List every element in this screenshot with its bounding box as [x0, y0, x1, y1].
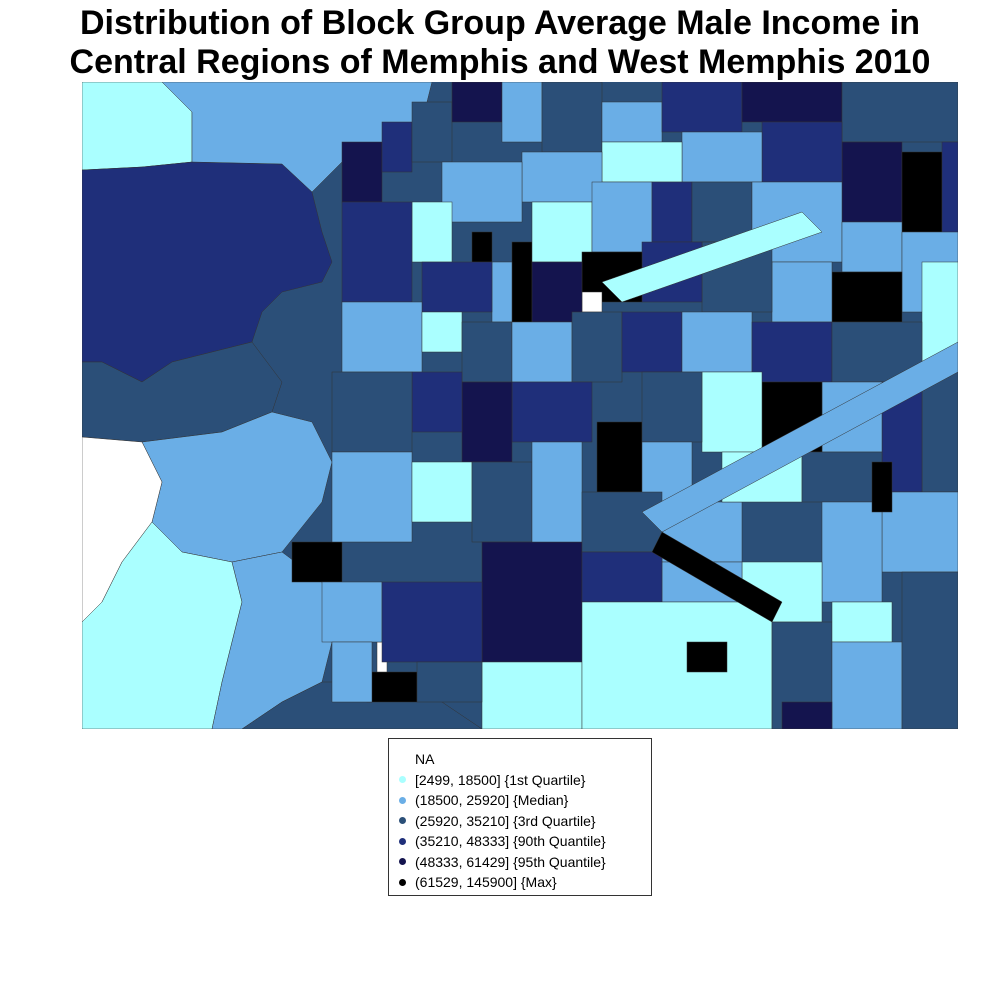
- tract: [501, 82, 543, 143]
- tract: [481, 661, 583, 729]
- tract: [481, 541, 583, 663]
- tract: [461, 321, 513, 383]
- legend-item: (18500, 25920] {Median}: [399, 790, 568, 810]
- tract: [621, 311, 683, 373]
- tract: [601, 101, 663, 143]
- tract: [831, 601, 893, 643]
- tract: [471, 461, 533, 543]
- diagonal-band: [641, 341, 958, 533]
- legend-item: (61529, 145900] {Max}: [399, 872, 557, 892]
- tract: [581, 291, 603, 313]
- tract: [471, 231, 493, 263]
- legend-item: (35210, 48333] {90th Quantile}: [399, 831, 606, 851]
- tract: [291, 541, 343, 583]
- tract: [491, 261, 513, 323]
- tract: [581, 551, 663, 603]
- choropleth-map: [82, 82, 958, 729]
- tract: [781, 701, 833, 729]
- tract: [841, 221, 903, 273]
- tract: [841, 82, 958, 143]
- tract: [511, 381, 593, 443]
- tract: [831, 641, 903, 729]
- legend-swatch: [399, 878, 406, 886]
- tract: [381, 581, 483, 663]
- legend-label: [2499, 18500] {1st Quartile}: [415, 771, 586, 788]
- tract: [541, 82, 603, 153]
- tract: [411, 101, 453, 163]
- tract: [771, 261, 833, 323]
- tract: [451, 82, 503, 123]
- legend-swatch: [399, 817, 406, 824]
- tract: [511, 321, 573, 383]
- tract: [901, 571, 958, 729]
- tract: [831, 271, 903, 323]
- tract: [581, 601, 773, 729]
- legend-item: (25920, 35210] {3rd Quartile}: [399, 811, 596, 831]
- legend-label: (35210, 48333] {90th Quantile}: [415, 833, 606, 849]
- legend-swatch: [399, 858, 406, 865]
- tract: [411, 201, 453, 263]
- tract: [901, 151, 943, 233]
- tract: [421, 311, 463, 353]
- tract: [321, 581, 383, 643]
- tract: [691, 181, 753, 243]
- map-title: Distribution of Block Group Average Male…: [0, 4, 1000, 82]
- legend-swatch: [399, 776, 406, 783]
- tract: [871, 461, 893, 513]
- map-legend: NA [2499, 18500] {1st Quartile} (18500, 25…: [388, 738, 652, 896]
- tract: [741, 82, 843, 123]
- tract: [596, 421, 643, 493]
- tract: [461, 381, 513, 463]
- tract: [421, 261, 493, 313]
- legend-label: NA: [415, 751, 435, 767]
- tract: [521, 151, 603, 203]
- diagonal-band: [601, 211, 823, 303]
- tract: [531, 441, 583, 543]
- legend-label: (61529, 145900] {Max}: [415, 874, 557, 890]
- legend-item: NA: [399, 749, 434, 769]
- tract: [416, 661, 483, 703]
- tract: [841, 141, 903, 223]
- tract: [641, 371, 703, 443]
- tract: [881, 491, 958, 573]
- tract: [331, 371, 413, 453]
- tract: [761, 121, 843, 183]
- tract: [331, 641, 373, 703]
- legend-swatch: [399, 756, 406, 763]
- tract: [411, 371, 463, 433]
- tract: [701, 371, 763, 453]
- tract: [681, 131, 763, 183]
- map-title-line-2: Central Regions of Memphis and West Memp…: [69, 43, 931, 81]
- tract: [331, 451, 413, 543]
- tract: [441, 161, 523, 223]
- tract: [591, 181, 653, 253]
- legend-swatch: [399, 837, 406, 845]
- legend-label: (48333, 61429] {95th Quantile}: [415, 853, 606, 870]
- tract: [661, 82, 743, 133]
- tract: [686, 641, 728, 673]
- tract: [341, 201, 413, 303]
- legend-item: [2499, 18500] {1st Quartile}: [399, 770, 585, 790]
- tract: [821, 501, 883, 603]
- map-title-line-1: Distribution of Block Group Average Male…: [79, 4, 921, 42]
- tract: [801, 451, 883, 503]
- tract: [601, 141, 683, 183]
- legend-label: (18500, 25920] {Median}: [415, 792, 569, 808]
- tract: [571, 311, 623, 383]
- tract: [341, 301, 423, 373]
- tract: [921, 371, 958, 493]
- tract: [381, 121, 413, 173]
- tract: [681, 311, 753, 373]
- tract: [366, 671, 418, 703]
- tract: [751, 321, 833, 383]
- legend-swatch: [399, 796, 406, 804]
- legend-item: (48333, 61429] {95th Quantile}: [399, 852, 606, 872]
- legend-label: (25920, 35210] {3rd Quartile}: [415, 812, 596, 829]
- diagonal-band: [651, 531, 783, 623]
- tract: [411, 461, 473, 523]
- tract: [651, 181, 693, 243]
- tract: [581, 491, 663, 553]
- tract: [341, 141, 383, 203]
- tract: [511, 241, 533, 323]
